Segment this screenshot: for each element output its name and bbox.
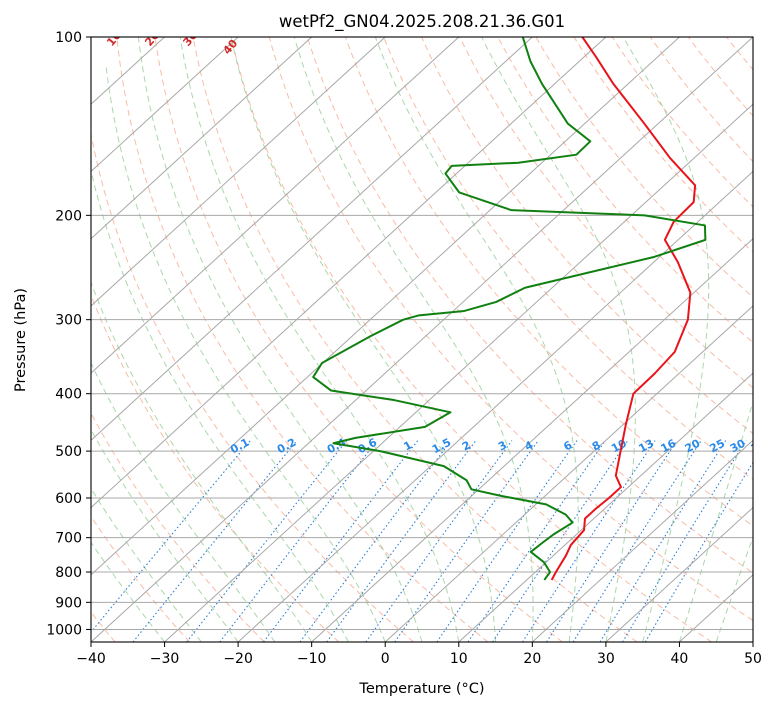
mixing-ratio-label: 10: [609, 437, 629, 456]
isotherm-line: [164, 103, 753, 642]
isobars: [91, 37, 753, 630]
moist-adiabat-line: [293, 37, 534, 642]
mixing-ratio-line: [492, 440, 629, 642]
moist-adiabat-line: [481, 37, 636, 642]
sounding-series: [312, 37, 707, 581]
mixing-ratio-line: [546, 440, 678, 642]
isotherm-line: [237, 170, 753, 642]
x-tick-label: 40: [671, 651, 689, 667]
mixing-ratio-line: [132, 440, 298, 642]
mixing-ratio-label: 25: [707, 437, 727, 456]
y-tick-label: 1000: [46, 622, 82, 638]
moist-adiabat-line: [622, 37, 710, 642]
dry-adiabat-line: [192, 37, 638, 642]
isotherm-line: [91, 37, 753, 642]
moist-adiabat-line: [230, 37, 497, 642]
mixing-ratio-label: 13: [636, 437, 656, 456]
mixing-ratio-line: [572, 440, 702, 642]
dry-adiabat-label: 10: [104, 28, 124, 48]
mixing-ratio-lines: [91, 440, 753, 642]
isotherm-line: [458, 372, 753, 642]
isotherm-line: [605, 506, 753, 642]
mixing-ratio-line: [219, 440, 378, 642]
x-tick-label: 50: [744, 651, 762, 667]
isotherm-line: [311, 237, 753, 642]
y-tick-label: 700: [55, 531, 82, 547]
moist-adiabat-line: [374, 37, 579, 642]
dry-adiabat-line: [154, 37, 563, 642]
x-tick-label: 0: [381, 651, 390, 667]
moist-adiabats: [91, 37, 753, 642]
temperature-trace: [550, 37, 697, 581]
mixing-ratio-line: [522, 440, 656, 642]
y-tick-label: 300: [55, 313, 82, 329]
dry-adiabat-line: [91, 131, 414, 642]
isotherm-line: [91, 37, 533, 442]
mixing-ratio-label: 20: [683, 437, 703, 456]
moist-adiabat-line: [91, 280, 313, 642]
y-tick-label: 200: [55, 208, 82, 224]
moist-adiabat-line: [137, 37, 423, 642]
x-tick-label: 10: [450, 651, 468, 667]
dry-adiabat-line: [268, 37, 753, 622]
y-tick-label: 500: [55, 444, 82, 460]
moist-adiabat-line: [105, 66, 386, 642]
moist-adiabat-line: [91, 428, 239, 642]
mixing-ratio-line: [436, 440, 578, 642]
moist-adiabat-line: [678, 399, 753, 642]
dewpoint-trace: [312, 37, 707, 581]
moist-adiabat-line: [91, 168, 349, 642]
y-axis-ticks: 100 200 300 400 500 600 700 800 900 1000: [46, 30, 91, 638]
y-axis-title: Pressure (hPa): [13, 288, 29, 392]
dry-adiabat-label: 20: [142, 28, 162, 48]
isotherm-line: [91, 37, 607, 509]
isotherm-line: [531, 439, 753, 642]
mixing-ratio-label: 36: [749, 437, 769, 456]
x-tick-label: −20: [223, 651, 253, 667]
x-tick-label: 20: [523, 651, 541, 667]
plot-frame: [90, 36, 754, 643]
mixing-ratio-line: [599, 440, 727, 642]
x-axis-title: Temperature (°C): [358, 681, 484, 697]
mixing-ratio-line: [326, 440, 477, 642]
mixing-ratio-label: 30: [728, 437, 748, 456]
dry-adiabat-line: [91, 412, 265, 642]
moist-adiabat-line: [179, 37, 460, 642]
dry-adiabat-line: [116, 37, 489, 642]
x-tick-label: 30: [597, 651, 615, 667]
mixing-ratio-line: [644, 461, 753, 642]
isotherm-line: [91, 37, 460, 374]
mixing-ratio-label: 16: [659, 437, 679, 456]
y-tick-label: 800: [55, 565, 82, 581]
isotherm-line: [384, 305, 753, 642]
isotherm-line: [91, 37, 680, 576]
mixing-ratio-line: [467, 440, 606, 642]
isotherms: [91, 37, 753, 642]
dry-adiabat-line: [306, 37, 753, 574]
moist-adiabat-line: [715, 535, 753, 642]
y-tick-label: 100: [55, 30, 82, 46]
moist-adiabat-line: [91, 487, 202, 642]
mixing-ratio-line: [91, 440, 251, 633]
y-tick-label: 400: [55, 387, 82, 403]
isotherm-line: [91, 37, 386, 307]
isotherm-line: [91, 37, 239, 173]
dry-adiabat-label: 30: [180, 28, 200, 48]
isotherm-line: [91, 37, 313, 240]
mixing-ratio-line: [622, 440, 747, 642]
mixing-ratio-line: [365, 440, 513, 642]
dry-adiabat-line: [91, 515, 191, 642]
x-tick-label: −30: [150, 651, 180, 667]
chart-title: wetPf2_GN04.2025.208.21.36.G01: [279, 12, 565, 32]
x-tick-label: −40: [76, 651, 106, 667]
x-tick-label: −10: [297, 651, 327, 667]
y-tick-label: 900: [55, 595, 82, 611]
x-axis-ticks: −40 −30 −20 −10 0 10 20 30 40 50: [76, 642, 762, 667]
y-tick-label: 600: [55, 491, 82, 507]
